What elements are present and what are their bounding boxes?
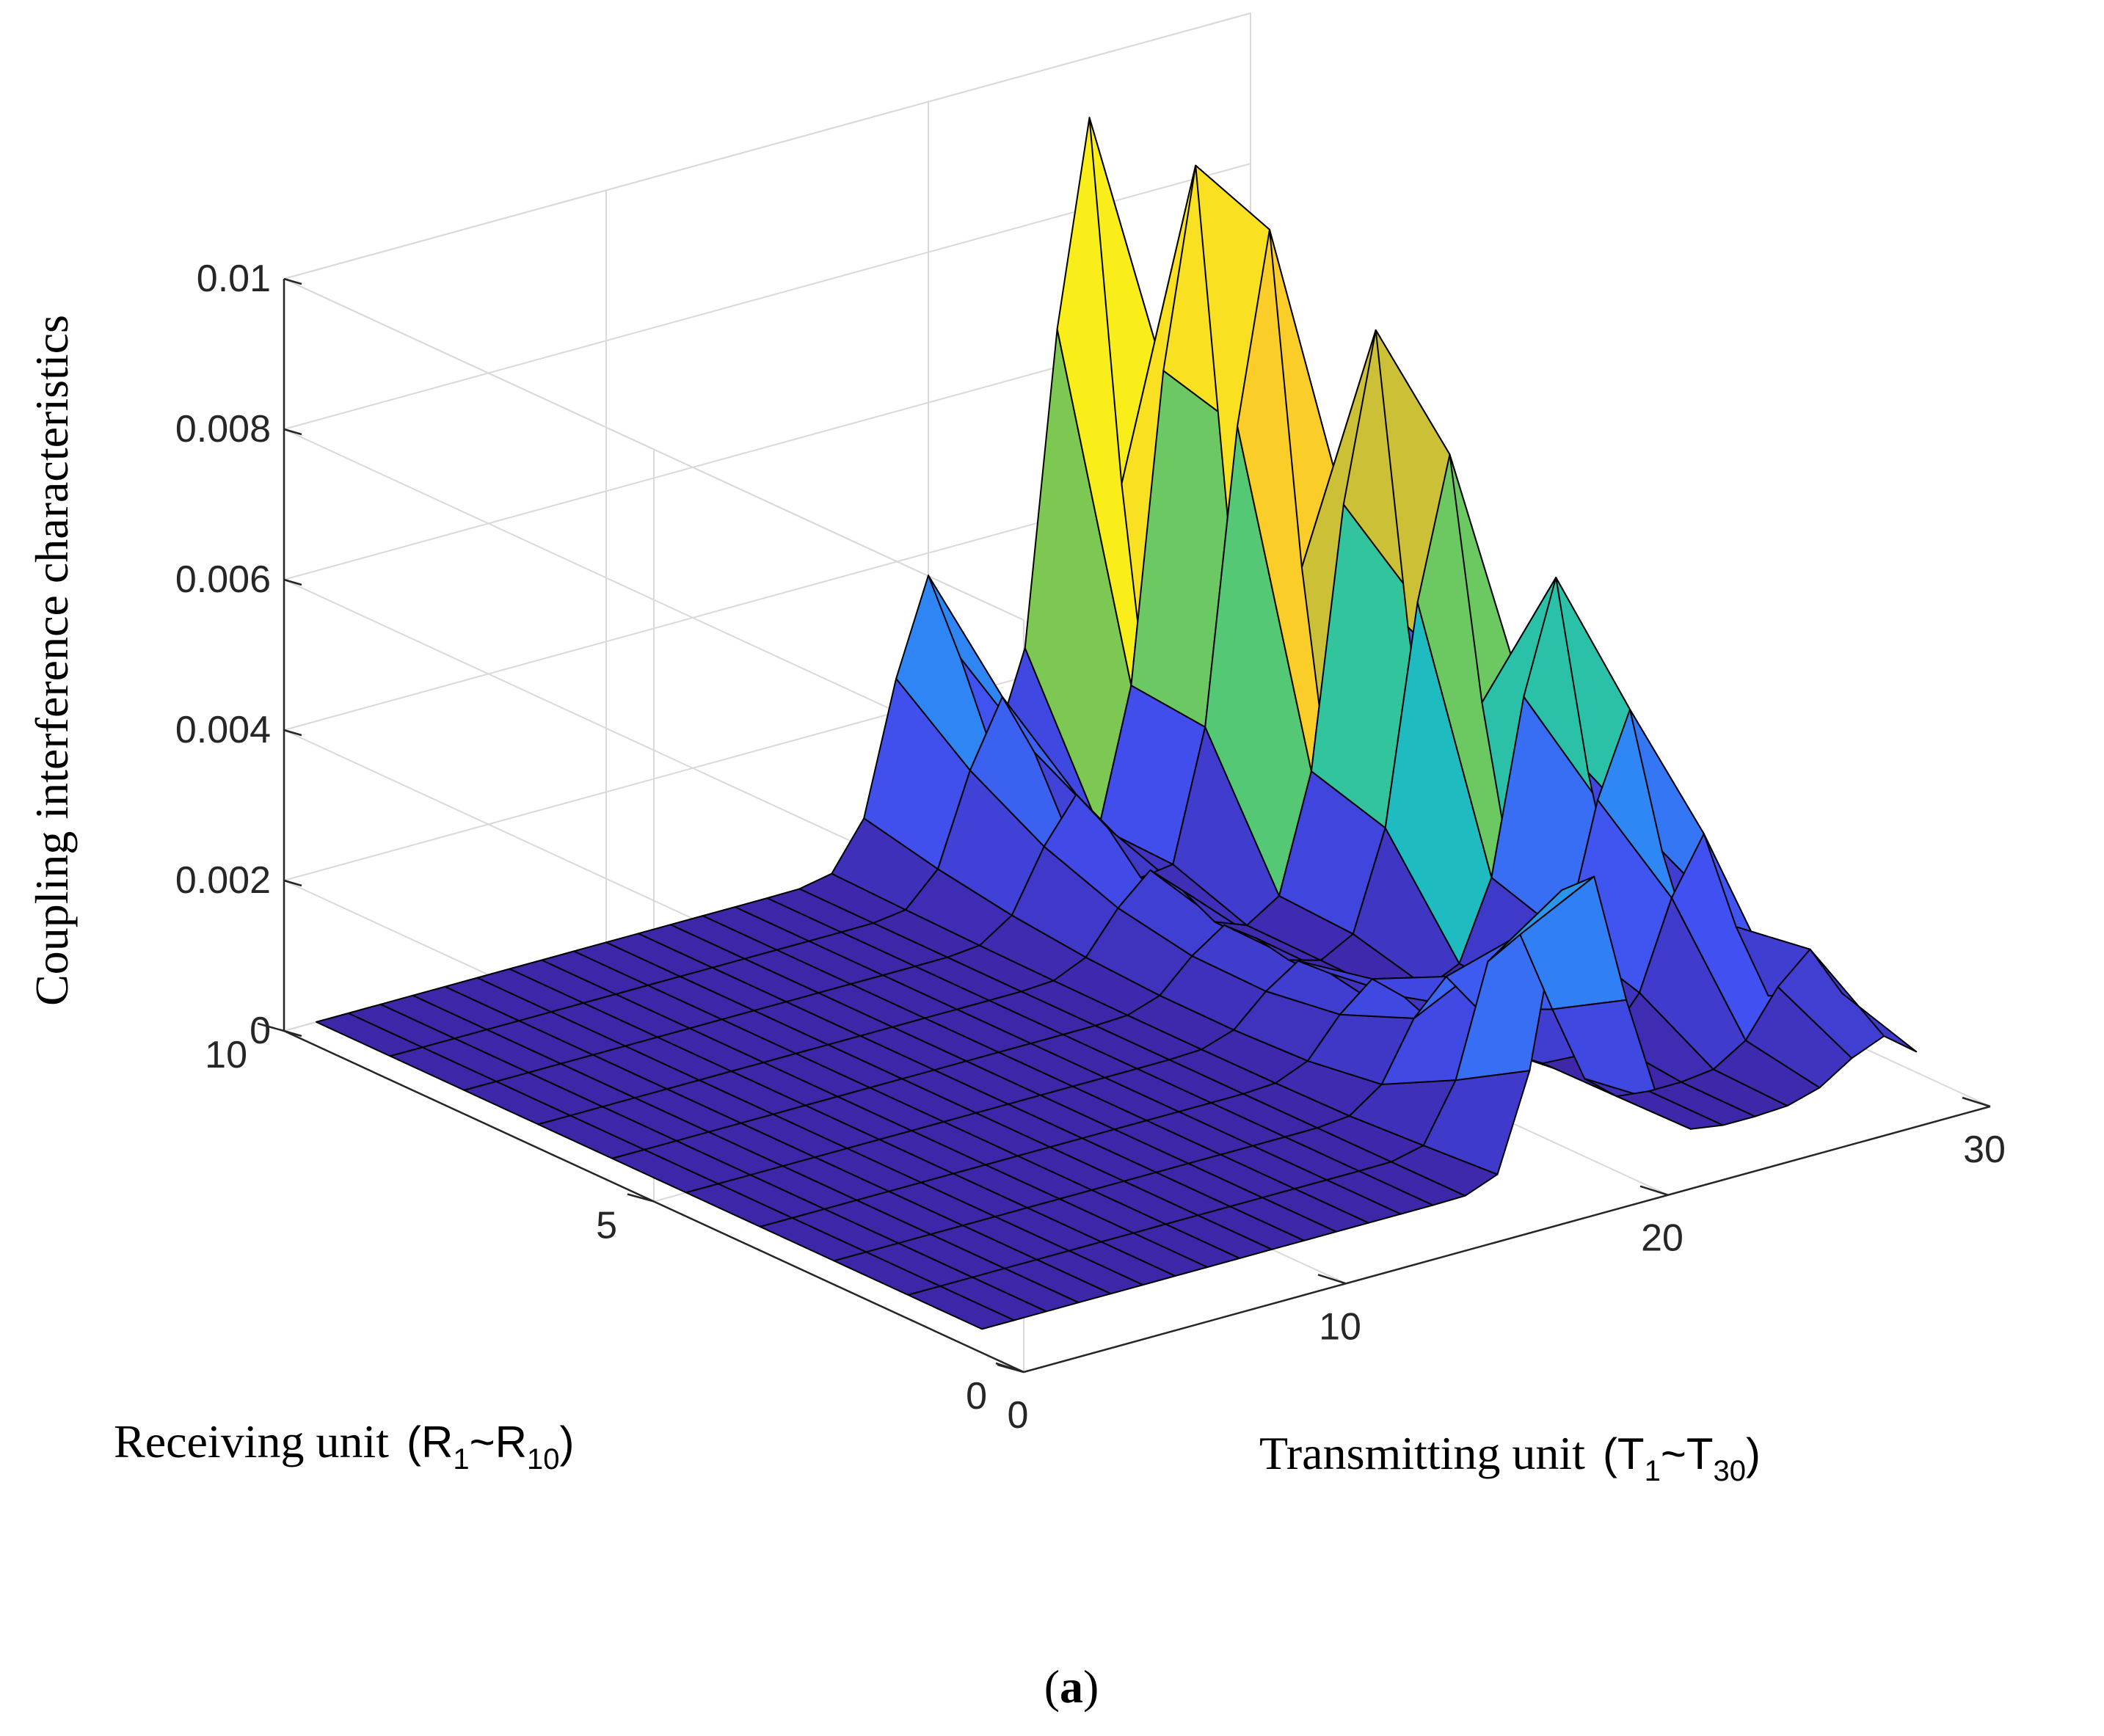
z-tick	[283, 879, 302, 887]
y-tick-label: 5	[596, 1205, 617, 1247]
z-tick	[283, 578, 302, 586]
z-tick-label: 0.004	[175, 709, 271, 751]
x-tick	[995, 1362, 1024, 1374]
x-tick	[1317, 1274, 1347, 1285]
surface	[315, 117, 1918, 1330]
y-tick-label: 10	[205, 1034, 247, 1076]
z-axis-label: Coupling interference characteristics	[26, 315, 78, 1006]
surface-facet	[1809, 948, 1918, 1053]
x-tick-label: 20	[1641, 1217, 1683, 1260]
z-tick	[283, 729, 302, 737]
x-axis-label: Transmitting unit (T1~T30)	[1259, 1427, 1761, 1487]
x-tick-label: 30	[1963, 1128, 2006, 1171]
y-tick-label: 0	[966, 1375, 987, 1418]
z-tick-labels: 0 0.002 0.004 0.006 0.008 0.01	[175, 258, 271, 1052]
z-tick-label: 0.002	[175, 859, 271, 902]
tick-marks	[257, 277, 1991, 1374]
z-tick	[283, 277, 302, 285]
y-tick	[627, 1193, 655, 1203]
x-axis-line	[1023, 1105, 1991, 1374]
z-tick	[283, 428, 302, 436]
x-tick-label: 10	[1319, 1305, 1361, 1348]
y-axis-label: Receiving unit (R1~R10)	[114, 1415, 574, 1476]
x-tick-labels: 0 10 20 30	[1008, 1128, 2006, 1437]
z-gridline	[283, 12, 1251, 280]
z-tick	[283, 1029, 302, 1037]
y-tick	[257, 1022, 285, 1032]
z-tick-label: 0.01	[197, 258, 271, 300]
x-tick	[1962, 1096, 1991, 1108]
z-tick-label: 0	[250, 1010, 271, 1052]
y-tick-labels: 0 5 10	[205, 1034, 987, 1418]
x-tick	[1639, 1185, 1669, 1196]
z-tick-label: 0.008	[175, 408, 271, 451]
figure-caption: (a)	[1044, 1660, 1099, 1713]
x-tick-label: 0	[1008, 1394, 1029, 1437]
z-tick-label: 0.006	[175, 558, 271, 601]
